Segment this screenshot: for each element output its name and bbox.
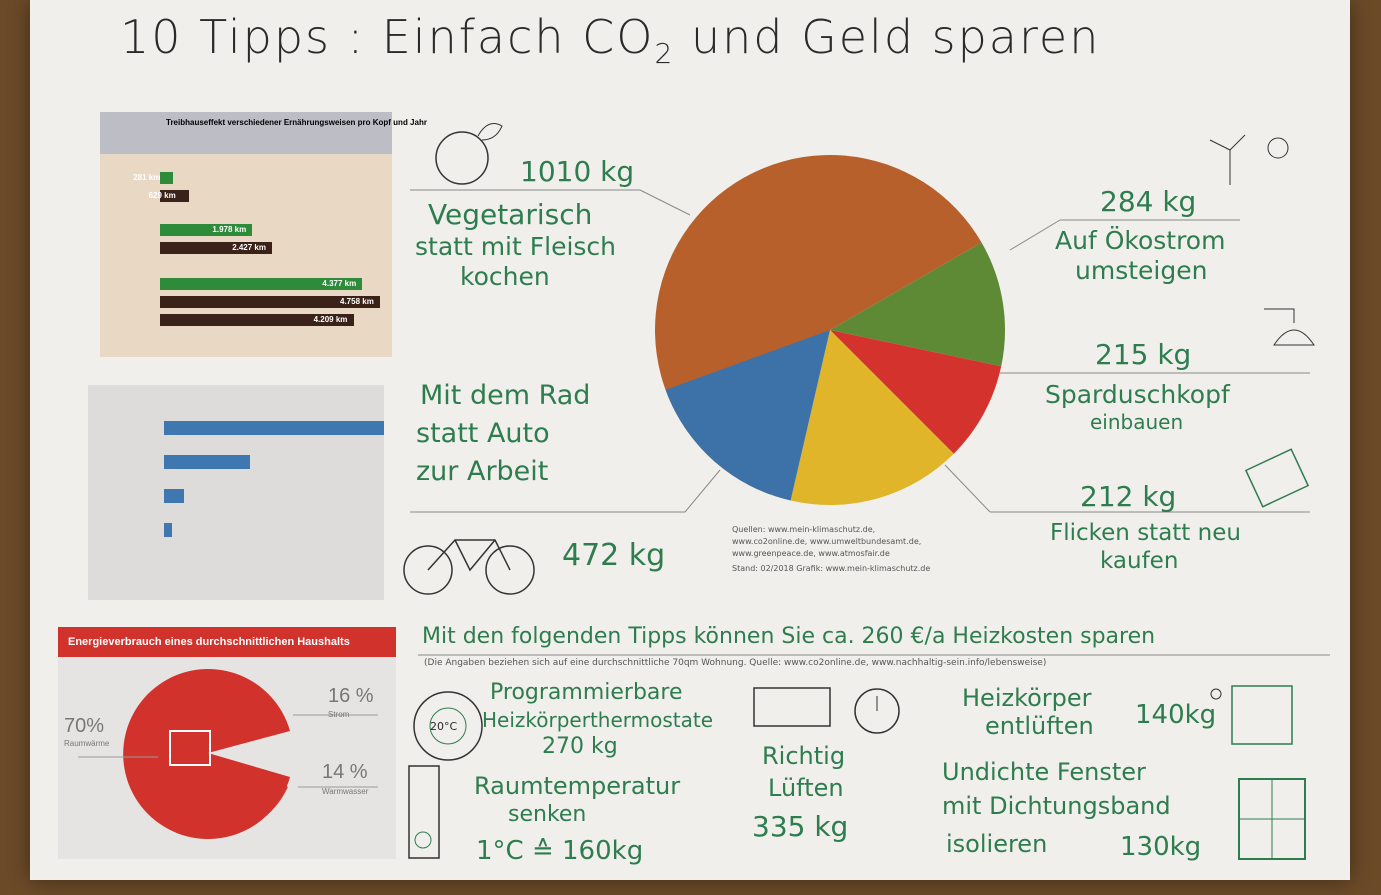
raum-value: 1°C ≙ 160kg	[476, 836, 644, 866]
rad-line1: Mit dem Rad	[420, 380, 591, 411]
diet-bar	[160, 172, 174, 184]
dusch-line2: einbauen	[1090, 410, 1184, 434]
shower-icon	[1264, 308, 1315, 346]
window-icon	[1238, 778, 1306, 860]
diet-bar	[160, 278, 363, 290]
clock-icon	[854, 688, 900, 734]
window-open-icon	[753, 687, 831, 727]
heating-note: (Die Angaben beziehen sich auf eine durc…	[424, 658, 1047, 668]
fenster-value: 130kg	[1120, 832, 1202, 862]
beet-icon	[435, 123, 503, 185]
transport-bar-4	[164, 523, 172, 537]
raum-line1: Raumtemperatur	[474, 772, 681, 800]
entlueften-line1: Heizkörper	[962, 684, 1092, 712]
diet-bar-label: 281 km	[133, 173, 161, 182]
energy-printout: Energieverbrauch eines durchschnittliche…	[58, 627, 396, 859]
fenster-line1: Undichte Fenster	[942, 758, 1146, 786]
energy-label-heat: Raumwärme	[64, 739, 110, 748]
diet-bar	[160, 224, 253, 236]
energy-label-power: Strom	[328, 710, 350, 719]
dusch-line1: Sparduschkopf	[1045, 380, 1230, 409]
oekostrom-line1: Auf Ökostrom	[1055, 226, 1226, 255]
energy-percent-power: 16 %	[328, 685, 374, 707]
transport-bar-1	[164, 421, 384, 435]
co2-pie-chart	[654, 154, 1005, 506]
heating-headline: Mit den folgenden Tipps können Sie ca. 2…	[422, 624, 1156, 649]
diet-bar-label: 629 km	[148, 191, 176, 200]
lueften-line1: Richtig	[762, 742, 846, 770]
diet-printout: Treibhauseffekt verschiedener Ernährungs…	[100, 112, 427, 357]
veg-line1: Vegetarisch	[428, 198, 593, 231]
raum-line2: senken	[508, 802, 587, 827]
veg-value: 1010 kg	[520, 155, 635, 188]
energy-pie	[78, 669, 378, 839]
windmill-sun-icon	[1209, 134, 1289, 185]
thermostat-line1: Programmierbare	[490, 680, 683, 705]
radiator-icon	[169, 730, 211, 766]
energy-printout-title: Energieverbrauch eines durchschnittliche…	[68, 636, 350, 648]
rad-line3: zur Arbeit	[416, 456, 549, 487]
sources-line3: www.greenpeace.de, www.atmosfair.de	[732, 549, 890, 558]
sewing-icon	[1244, 448, 1310, 508]
entlueften-value: 140kg	[1135, 700, 1217, 730]
thermostat-line2: Heizkörperthermostate	[482, 708, 714, 732]
pie-slice-rad	[665, 330, 830, 501]
diet-bar	[160, 314, 354, 326]
oekostrom-line2: umsteigen	[1075, 256, 1208, 285]
transport-printout	[88, 385, 384, 600]
diet-printout-title: Treibhauseffekt verschiedener Ernährungs…	[166, 118, 427, 127]
flicken-line2: kaufen	[1100, 548, 1179, 574]
bicycle-icon	[403, 539, 535, 595]
fenster-line3: isolieren	[946, 830, 1048, 858]
poster-title: 10 Tipps : Einfach CO2 und Geld sparen	[120, 10, 1101, 71]
flicken-value: 212 kg	[1080, 480, 1177, 513]
thermostat-icon	[413, 691, 483, 761]
diet-bar-label: 4.209 km	[313, 315, 348, 324]
thermostat-value: 270 kg	[542, 734, 618, 759]
diet-bar	[160, 296, 380, 308]
oekostrom-value: 284 kg	[1100, 185, 1197, 218]
diet-bar-label: 1.978 km	[212, 225, 247, 234]
lueften-value: 335 kg	[752, 810, 849, 843]
diet-bar-label: 4.377 km	[322, 279, 357, 288]
sources-line1: Quellen: www.mein-klimaschutz.de,	[732, 525, 876, 534]
fenster-line2: mit Dichtungsband	[942, 792, 1171, 820]
veg-line3: kochen	[460, 262, 550, 291]
diet-bar	[160, 242, 273, 254]
energy-printout-header	[58, 627, 396, 657]
transport-bar-3	[164, 489, 184, 503]
veg-line2: statt mit Fleisch	[415, 232, 617, 261]
energy-label-water: Warmwasser	[322, 787, 369, 796]
rad-line2: statt Auto	[416, 418, 550, 449]
dusch-value: 215 kg	[1095, 338, 1192, 371]
pie-slice-dusch	[830, 330, 1002, 454]
diet-bar-label: 4.758 km	[340, 297, 374, 306]
flicken-line1: Flicken statt neu	[1050, 520, 1241, 546]
radiator-icon	[1210, 685, 1293, 745]
thermostat-dial-label: 20°C	[430, 720, 458, 733]
transport-bar-2	[164, 455, 250, 469]
pie-slice-oekostrom	[830, 242, 1005, 367]
diet-bar-label: 2.427 km	[232, 243, 266, 252]
thermometer-icon	[408, 765, 440, 859]
energy-percent-water: 14 %	[322, 761, 368, 783]
lueften-line2: Lüften	[768, 774, 844, 802]
sources-line2: www.co2online.de, www.umweltbundesamt.de…	[732, 537, 922, 546]
entlueften-line2: entlüften	[985, 712, 1094, 740]
pie-slice-flicken	[790, 330, 954, 506]
diet-bar	[160, 190, 189, 202]
energy-percent-heat: 70%	[64, 715, 105, 737]
sources-line4: Stand: 02/2018 Grafik: www.mein-klimasch…	[732, 564, 931, 573]
rad-value: 472 kg	[562, 538, 666, 573]
